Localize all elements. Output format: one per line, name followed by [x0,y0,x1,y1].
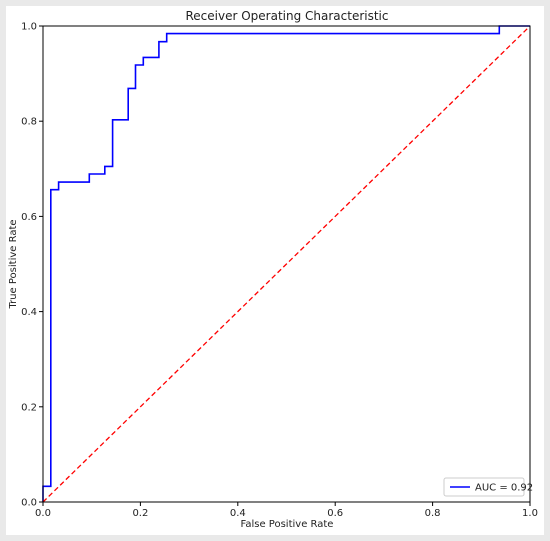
x-tick-label: 0.8 [425,508,441,519]
chart-title: Receiver Operating Characteristic [185,9,388,23]
x-tick-label: 0.4 [230,508,246,519]
x-tick-label: 0.0 [35,508,51,519]
series-line-0 [42,25,530,502]
y-tick-label: 1.0 [21,22,37,33]
x-tick-label: 0.2 [132,508,148,519]
x-axis-label: False Positive Rate [241,519,334,530]
x-tick-label: 1.0 [522,508,538,519]
x-tick-label: 0.6 [327,508,343,519]
figure-background [6,6,544,535]
y-tick-label: 0.8 [21,117,37,128]
plot-frame [42,25,531,503]
y-tick-label: 0.6 [21,212,37,223]
legend-box [443,477,525,497]
series-line-1 [42,25,531,503]
y-tick-label: 0.4 [21,307,37,318]
y-tick-label: 0.0 [21,498,37,509]
y-axis-label: True Positive Rate [8,219,19,309]
y-tick-label: 0.2 [21,402,37,413]
legend-label: AUC = 0.92 [475,483,533,494]
plot-area: 0.0 0.2 0.4 0.6 0.8 1.0 0.0 0.2 0.4 0.6 0.8 1.0 AUC … [21,22,538,520]
